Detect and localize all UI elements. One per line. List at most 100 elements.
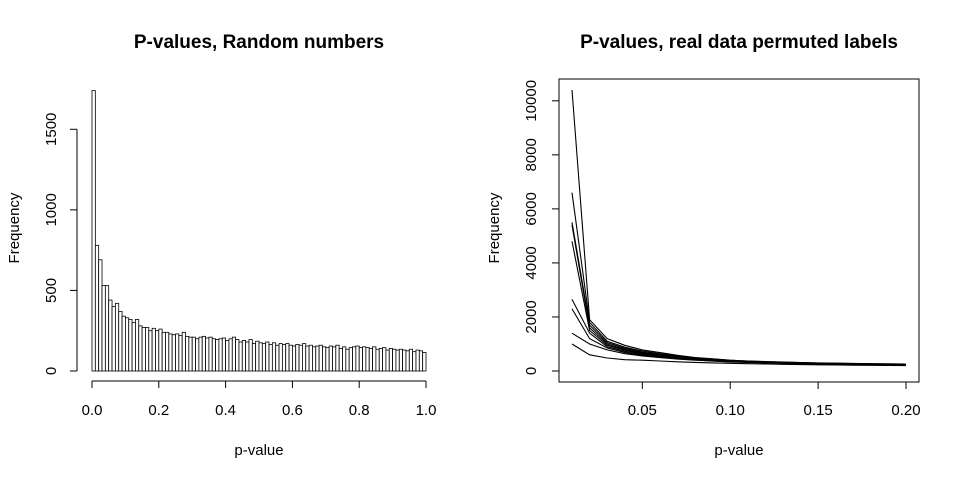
histogram-bar [158, 328, 163, 372]
histogram-title: P-values, Random numbers [134, 32, 384, 53]
histogram-x-tick-label: 0.0 [82, 402, 103, 419]
histogram-bars [91, 90, 427, 372]
histogram-bar [352, 346, 357, 372]
lines-x-tick-label: 0.15 [804, 402, 833, 419]
histogram-bar [338, 348, 343, 372]
histogram-bar [308, 344, 313, 372]
histogram-bar [278, 343, 283, 372]
histogram-axes: 0.0 0.2 0.4 0.6 0.8 1.0 0 500 1000 1500 [43, 113, 436, 419]
histogram-bar [94, 244, 100, 372]
histogram-bar [231, 336, 237, 372]
histogram-bar [281, 344, 287, 372]
histogram-bar [342, 346, 347, 372]
histogram-bar [362, 346, 367, 372]
histogram-bar [328, 345, 333, 372]
histogram-bar [315, 345, 320, 372]
histogram-bar [161, 331, 166, 372]
histogram-bar [165, 331, 170, 372]
series-line [571, 343, 907, 367]
histogram-bar [392, 348, 397, 372]
histogram-bar [298, 344, 303, 372]
histogram-bar [91, 90, 96, 372]
histogram-bar [245, 341, 250, 372]
lines-y-tick-label: 6000 [523, 192, 540, 225]
histogram-bar [258, 342, 263, 372]
histogram-bar [108, 299, 113, 372]
histogram-bar [151, 327, 156, 372]
histogram-bar [104, 285, 110, 372]
histogram-bar [145, 327, 150, 372]
lines-y-label: Frequency [486, 192, 503, 263]
histogram-bar [138, 325, 143, 372]
histogram-bar [305, 345, 310, 372]
histogram-bar [288, 344, 293, 372]
histogram-bar [398, 348, 404, 372]
histogram-bar [412, 351, 417, 372]
histogram-bar [135, 319, 140, 372]
lines-x-tick-label: 0.10 [716, 402, 745, 419]
histogram-bar [121, 315, 126, 372]
histogram-bar [422, 352, 427, 372]
lines-plot-box [558, 78, 920, 383]
histogram-bar [375, 348, 380, 372]
lines-y-tick-label: 2000 [523, 300, 540, 333]
histogram-x-tick-label: 0.6 [282, 402, 303, 419]
histogram-bar [322, 346, 327, 372]
histogram-bar [382, 347, 387, 372]
histogram-bar [348, 347, 353, 372]
histogram-bar [131, 322, 136, 372]
series-line [571, 225, 907, 366]
series-line [571, 299, 907, 366]
lines-series-group [571, 89, 907, 367]
histogram-bar [101, 285, 106, 372]
lines-axes: 0.05 0.10 0.15 0.20 0 2000 4000 6000 8000 10000 [523, 80, 921, 419]
histogram-bar [332, 346, 337, 372]
histogram-bar [372, 346, 377, 372]
histogram-bar [268, 344, 273, 372]
histogram-bar [125, 317, 130, 372]
histogram-bar [118, 310, 123, 372]
lines-x-tick-label: 0.20 [891, 402, 920, 419]
histogram-bar [395, 349, 400, 372]
histogram-bar [358, 347, 363, 372]
lines-title: P-values, real data permuted labels [580, 32, 898, 53]
histogram-bar [275, 344, 280, 372]
histogram-bar [261, 343, 267, 372]
histogram-bar [312, 346, 317, 372]
histogram-bar [98, 259, 103, 372]
histogram-bar [402, 349, 407, 372]
histogram-bar [111, 306, 116, 372]
histogram-bar [385, 349, 390, 372]
histogram-bar [285, 343, 290, 372]
lines-y-tick-label: 10000 [523, 80, 540, 122]
histogram-bar [155, 330, 160, 372]
histogram-bar [345, 348, 350, 372]
histogram-y-tick-label: 1500 [43, 113, 60, 146]
histogram-bar [318, 344, 323, 372]
histogram-bar [248, 339, 253, 372]
histogram-y-tick-label: 1000 [43, 193, 60, 226]
histogram-bar [181, 331, 186, 372]
histogram-bar [335, 344, 340, 372]
histogram-bar [208, 336, 213, 372]
histogram-bar [141, 327, 146, 372]
histogram-bar [325, 347, 330, 372]
histogram-y-label: Frequency [6, 192, 23, 263]
lines-panel: P-values, real data permuted labels p-va… [486, 32, 921, 459]
histogram-bar [198, 336, 203, 372]
histogram-y-tick-label: 0 [43, 367, 60, 375]
histogram-bar [191, 336, 196, 372]
histogram-x-tick-label: 1.0 [416, 402, 437, 419]
histogram-bar [114, 302, 120, 372]
series-line [571, 192, 907, 365]
histogram-bar [128, 319, 133, 372]
histogram-x-tick-label: 0.4 [215, 402, 236, 419]
histogram-bar [355, 345, 360, 372]
lines-y-tick-label: 0 [523, 367, 540, 375]
histogram-bar [255, 340, 260, 372]
histogram-bar [295, 344, 300, 372]
histogram-bar [368, 348, 373, 372]
histogram-bar [302, 343, 307, 372]
histogram-bar [168, 333, 173, 372]
series-line [571, 89, 907, 365]
